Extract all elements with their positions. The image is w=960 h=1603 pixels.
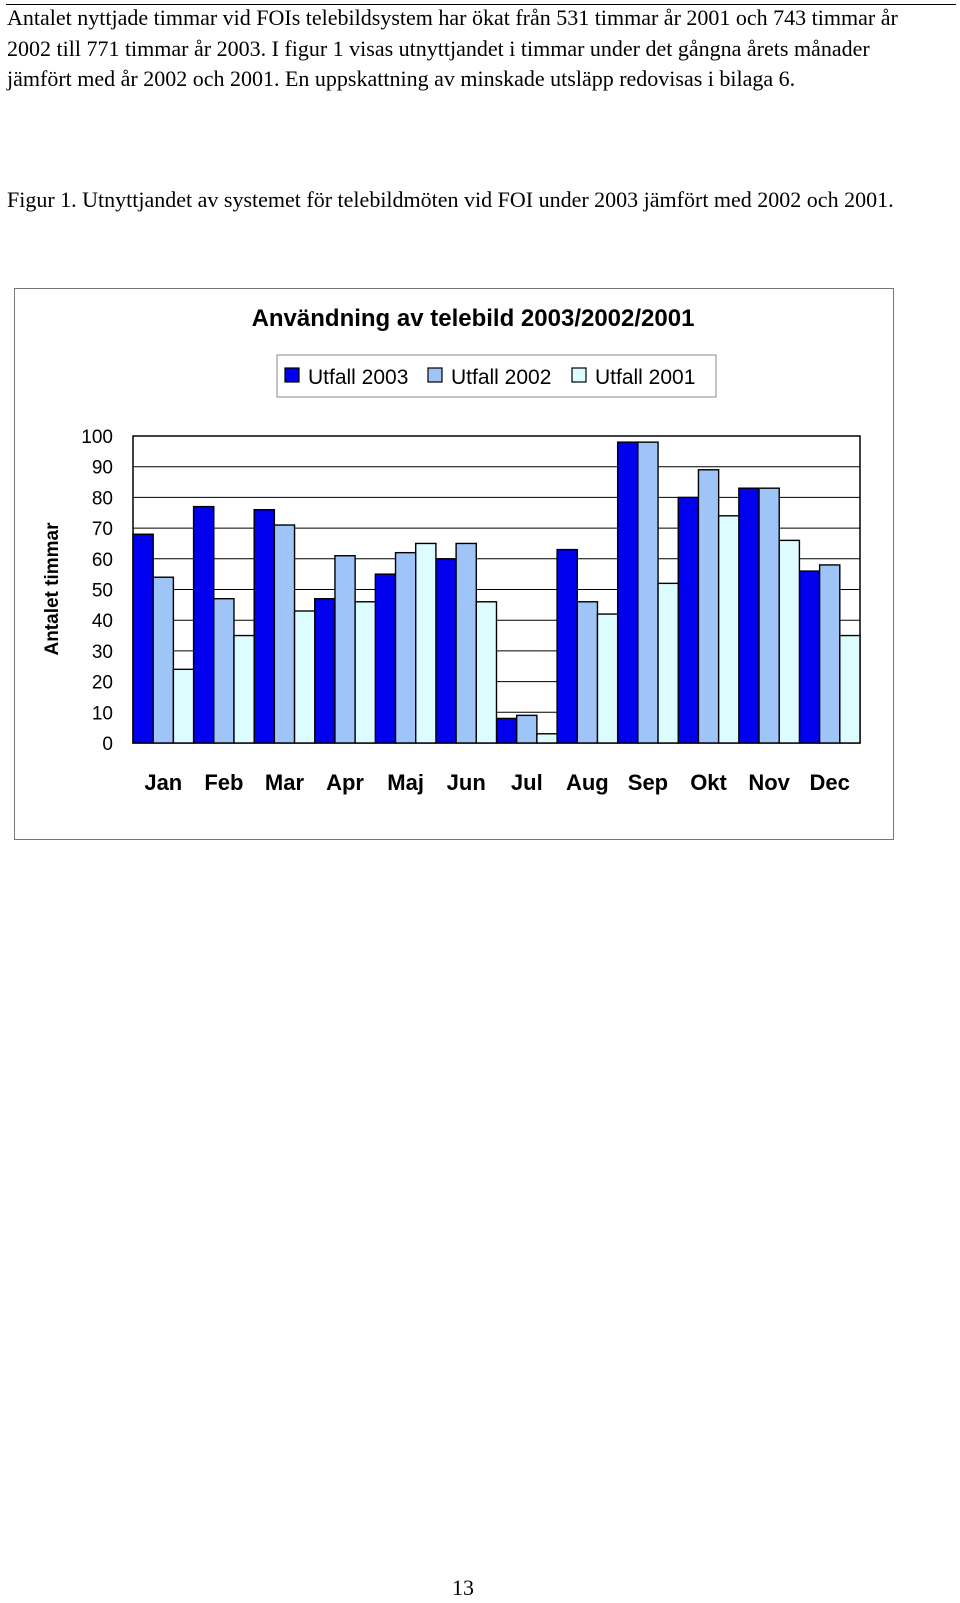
bar — [192, 505, 215, 744]
x-tick-label: Feb — [204, 770, 243, 795]
bar — [172, 668, 195, 744]
bar — [839, 634, 861, 744]
x-tick-label: Sep — [628, 770, 668, 795]
page-number: 13 — [452, 1575, 474, 1600]
bar — [818, 564, 841, 744]
bar — [616, 441, 639, 744]
y-tick-label: 50 — [92, 581, 113, 602]
legend: Utfall 2003 Utfall 2002 Utfall 2001 — [276, 354, 717, 398]
x-tick-label: Maj — [387, 770, 424, 795]
bar — [415, 542, 437, 744]
legend-swatch — [571, 367, 587, 383]
plot-area: 0 10 20 30 40 50 60 70 80 90 100 Jan Feb Mar Apr Maj Jun… — [42, 427, 861, 795]
y-tick-label: 60 — [92, 550, 113, 571]
bar — [213, 598, 235, 744]
x-tick-label: Nov — [748, 770, 790, 795]
x-tick-label: Mar — [265, 770, 305, 795]
bar — [394, 551, 417, 744]
legend-swatch — [427, 367, 443, 383]
legend-swatch — [284, 367, 300, 383]
bar — [556, 548, 578, 744]
x-tick-label: Jan — [144, 770, 182, 795]
bar — [758, 487, 780, 744]
body-paragraph: Antalet nyttjade timmar vid FOIs telebil… — [7, 5, 898, 91]
bar — [334, 555, 356, 744]
y-tick-label: 0 — [102, 734, 113, 755]
bar — [273, 524, 296, 744]
y-axis-label: Antalet timmar — [42, 522, 63, 656]
x-tick-label: Jun — [447, 770, 486, 795]
x-tick-label: Dec — [810, 770, 850, 795]
chart-title: Användning av telebild 2003/2002/2001 — [252, 305, 695, 332]
bar — [435, 558, 457, 744]
bar — [374, 573, 397, 744]
bar — [778, 539, 801, 744]
bar — [253, 508, 276, 744]
bar — [657, 582, 679, 744]
bar — [455, 542, 478, 744]
legend-label: Utfall 2003 — [308, 366, 408, 389]
bar-chart: Användning av telebild 2003/2002/2001 Ut… — [42, 305, 861, 795]
bar — [536, 733, 558, 744]
bar — [495, 717, 518, 744]
bar — [314, 598, 336, 744]
y-tick-label: 20 — [92, 673, 113, 694]
x-tick-label: Jul — [511, 770, 543, 795]
bar — [697, 469, 720, 744]
bar — [152, 576, 175, 744]
x-tick-label: Apr — [326, 770, 364, 795]
figure-caption: Figur 1. Utnyttjandet av systemet för te… — [7, 187, 894, 212]
bar — [475, 601, 498, 744]
bar — [354, 601, 377, 744]
top-rule — [6, 4, 956, 5]
bar — [738, 487, 760, 744]
y-tick-label: 100 — [81, 427, 113, 448]
chart-frame: Användning av telebild 2003/2002/2001 Ut… — [14, 288, 894, 840]
bar — [515, 714, 538, 744]
x-tick-label: Okt — [690, 770, 727, 795]
bar — [576, 601, 599, 744]
y-tick-label: 70 — [92, 519, 113, 540]
y-tick-label: 10 — [92, 703, 113, 724]
bar — [637, 441, 659, 744]
y-tick-label: 30 — [92, 642, 113, 663]
legend-label: Utfall 2002 — [451, 366, 551, 389]
bar — [798, 570, 821, 744]
y-tick-label: 90 — [92, 458, 113, 479]
y-tick-label: 80 — [92, 488, 113, 509]
bar — [132, 533, 154, 744]
bar — [293, 610, 316, 744]
bar — [596, 613, 619, 744]
bar — [717, 515, 740, 744]
bar — [233, 634, 255, 744]
x-tick-label: Aug — [566, 770, 609, 795]
bar — [677, 496, 700, 744]
legend-box — [276, 354, 717, 398]
legend-label: Utfall 2001 — [595, 366, 695, 389]
y-tick-label: 40 — [92, 611, 113, 632]
